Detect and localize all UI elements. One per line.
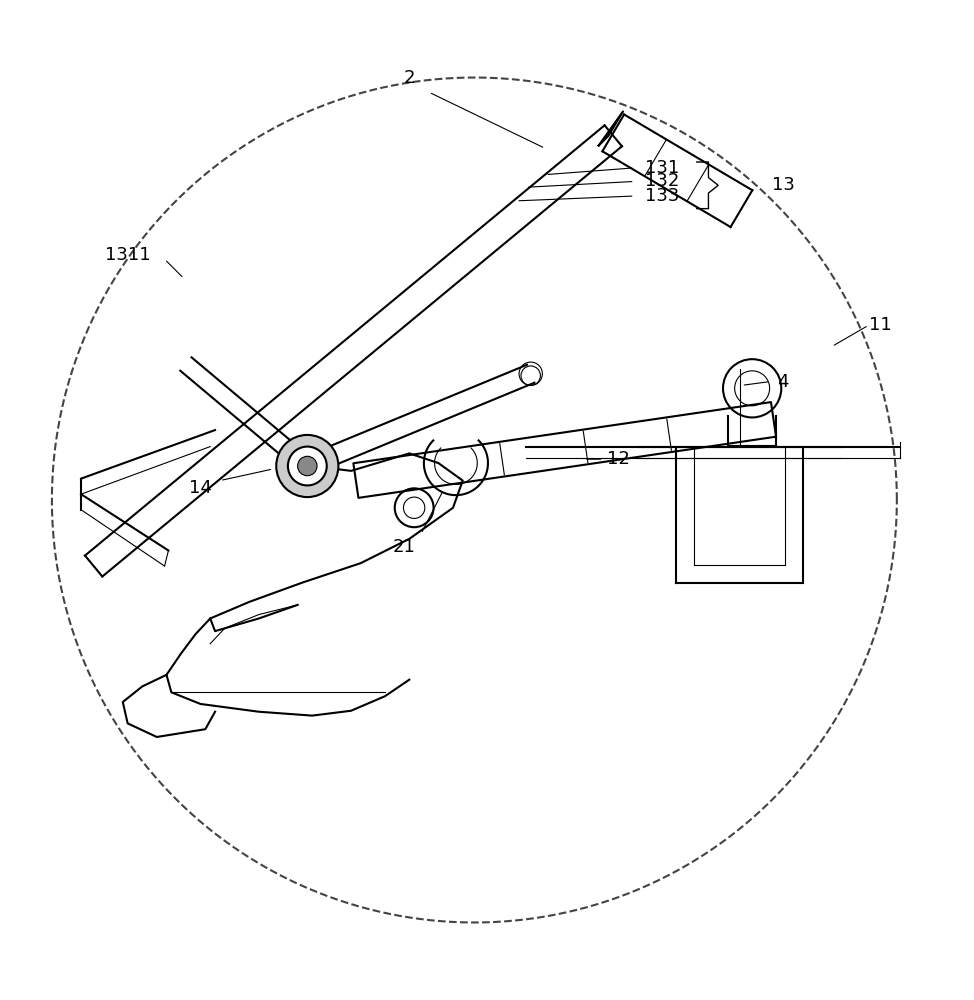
Text: 132: 132 bbox=[645, 172, 679, 190]
Text: 2: 2 bbox=[403, 69, 415, 87]
Text: 14: 14 bbox=[189, 479, 212, 497]
Text: 133: 133 bbox=[645, 187, 679, 205]
Text: 13: 13 bbox=[771, 176, 795, 194]
Circle shape bbox=[277, 435, 338, 497]
Text: 11: 11 bbox=[869, 316, 892, 334]
Polygon shape bbox=[599, 112, 623, 146]
Text: 1311: 1311 bbox=[105, 246, 150, 264]
Circle shape bbox=[288, 447, 326, 485]
Text: 4: 4 bbox=[777, 373, 789, 391]
Text: 131: 131 bbox=[645, 159, 679, 177]
Text: 21: 21 bbox=[393, 538, 416, 556]
Text: 12: 12 bbox=[607, 450, 629, 468]
Circle shape bbox=[298, 456, 317, 476]
